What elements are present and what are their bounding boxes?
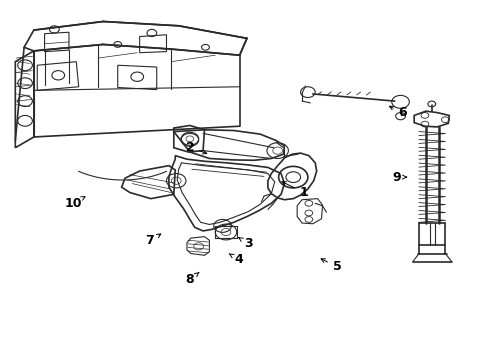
Text: 6: 6	[388, 106, 407, 119]
Text: 10: 10	[64, 197, 85, 210]
Text: 9: 9	[391, 171, 406, 184]
Text: 1: 1	[282, 182, 308, 199]
Text: 4: 4	[229, 253, 243, 266]
Text: 2: 2	[185, 140, 206, 154]
Text: 5: 5	[321, 259, 341, 273]
Text: 3: 3	[238, 237, 252, 250]
Text: 7: 7	[145, 234, 161, 247]
Text: 8: 8	[185, 272, 199, 286]
